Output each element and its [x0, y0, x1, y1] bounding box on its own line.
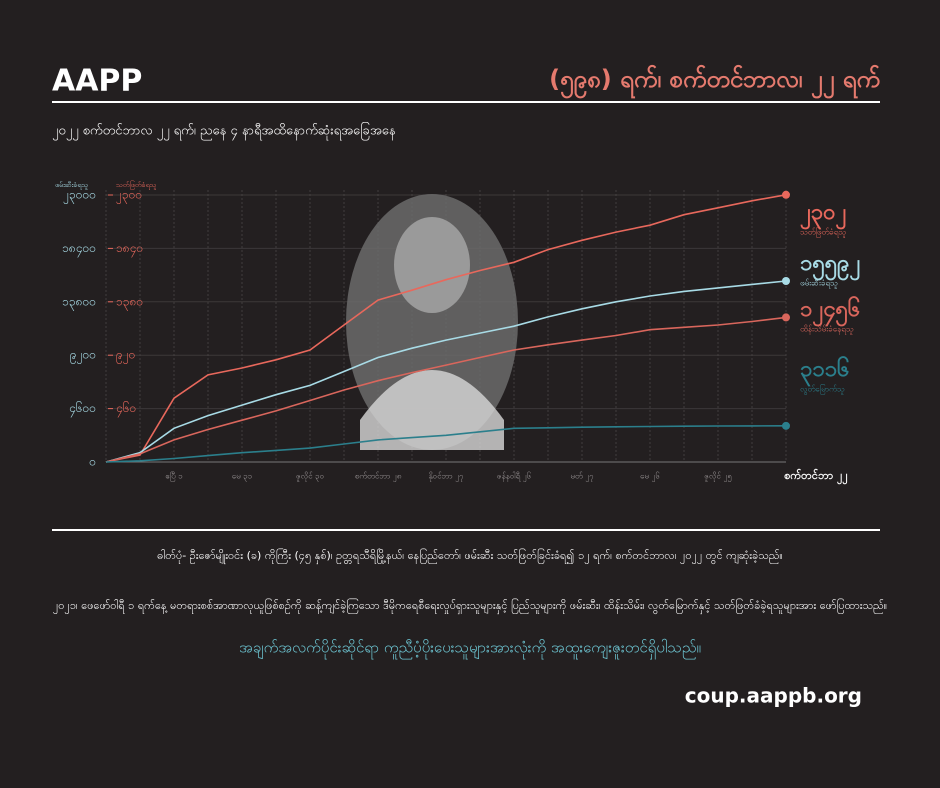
series-line — [105, 280, 787, 463]
x-tick-label: မတ် ၂၇ — [570, 471, 593, 483]
x-tick-label: ဧပြီ ၁ — [165, 471, 182, 483]
description: ၂၀၂၁၊ ဖေဖော်ဝါရီ ၁ ရက်နေ့ မတရားစစ်အာဏာလု… — [53, 598, 887, 614]
quote: အချက်အလက်ပိုင်းဆိုင်ရာ ကူညီပံ့ပိုးပေးသူမ… — [239, 639, 701, 660]
portrait-face — [394, 217, 470, 313]
end-marker — [782, 276, 790, 285]
y-tick-label: ၀ — [89, 455, 96, 469]
y2-tick-label: ၉၂၀ — [116, 348, 135, 365]
y-axis-title: ဖမ်းဆီးခံရသူ — [55, 181, 88, 190]
series-line — [105, 425, 787, 463]
legend-label: သတ်ဖြတ်ခံရသူ — [800, 227, 846, 239]
y2-tick-label: ၁၈၄၀ — [116, 241, 143, 258]
y2-tick-label: ၁၃၈၀ — [116, 294, 143, 311]
x-tick-label: မေ ၃၁ — [232, 472, 252, 483]
y2-tick-label: ၄၆၀ — [116, 400, 136, 418]
y-tick-label: ၁၃၈၀၀ — [62, 294, 96, 311]
end-value-label: ၁၂၄၅၆ — [800, 295, 860, 327]
end-marker — [782, 421, 790, 430]
y-tick-label: ၄၆၀၀ — [69, 400, 96, 418]
legend-label: ထိန်းသိမ်းခံနေရသူ — [800, 324, 854, 336]
portrait-body — [360, 370, 504, 450]
x-tick-label: စက်တင်ဘာ ၂၂ — [784, 468, 848, 485]
x-tick-label: စက်တင်ဘာ ၂၈ — [355, 471, 402, 483]
x-tick-label: နိုဝင်ဘာ ၂၇ — [428, 471, 463, 483]
y-tick-label: ၁၈၄၀၀ — [62, 241, 96, 258]
y2-axis-title: သတ်ဖြတ်ခံရသူ — [116, 180, 157, 190]
x-tick-label: ဇူလိုင် ၃၀ — [296, 471, 324, 483]
end-value-label: ၃၁၁၆ — [800, 355, 850, 387]
series-line — [105, 316, 787, 463]
y-tick-label: ၂၃၀၀၀ — [63, 188, 96, 205]
end-marker — [782, 190, 790, 199]
url: coup.aappb.org — [685, 684, 862, 708]
series-line — [105, 194, 787, 463]
end-marker — [782, 313, 790, 322]
brand: AAPP — [52, 64, 142, 99]
portrait-photo — [346, 194, 518, 450]
y2-tick-label: ၂၃၀၀ — [116, 188, 142, 205]
x-tick-label: မေ ၂၆ — [640, 471, 660, 483]
subtitle: ၂၀၂၂ စက်တင်ဘာလ ၂၂ ရက်၊ ညနေ ၄ နာရီအထိနောက… — [52, 122, 396, 141]
x-tick-label: ဇန်နဝါရီ ၂၆ — [497, 471, 531, 483]
x-tick-label: ဇူလိုင် ၂၅ — [704, 471, 732, 483]
legend-label: ဖမ်းဆီးခံရသူ — [800, 278, 838, 290]
caption: ဓါတ်ပုံ- ဦးဇော်မျိုးဝင်း (ခ) ကိုကြီး (၄၅… — [157, 548, 783, 564]
legend-label: လွတ်မြောက်သူ — [800, 384, 845, 396]
lines: ၂၃၀၂သတ်ဖြတ်ခံရသူ၁၅၅၉၂ဖမ်းဆီးခံရသူ၁၂၄၅၆ထိ… — [105, 190, 860, 463]
y-tick-label: ၉၂၀၀ — [70, 348, 96, 365]
